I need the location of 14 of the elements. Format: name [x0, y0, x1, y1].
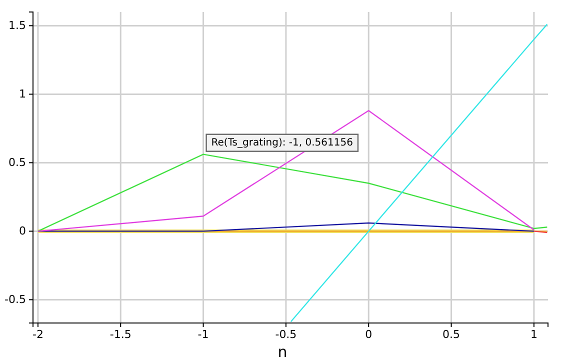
y-tick-label: -0.5 [4, 293, 26, 306]
x-axis-title: n [278, 343, 288, 361]
annotation: Re(Ts_grating): -1, 0.561156 [211, 137, 353, 148]
x-tick-label: -2 [32, 328, 44, 341]
x-tick-label: 1 [530, 328, 538, 341]
y-tick-label: 0 [19, 224, 26, 238]
x-tick-label: -1 [198, 328, 209, 341]
y-tick-label: 1 [19, 88, 26, 101]
x-tick-label: 0 [365, 328, 372, 341]
x-tick-label: 0.5 [442, 328, 460, 341]
x-tick-label: -0.5 [275, 328, 297, 341]
y-tick-label: 1.5 [8, 19, 26, 32]
x-tick-label: -1.5 [110, 328, 132, 341]
y-tick-label: 0.5 [8, 156, 26, 170]
